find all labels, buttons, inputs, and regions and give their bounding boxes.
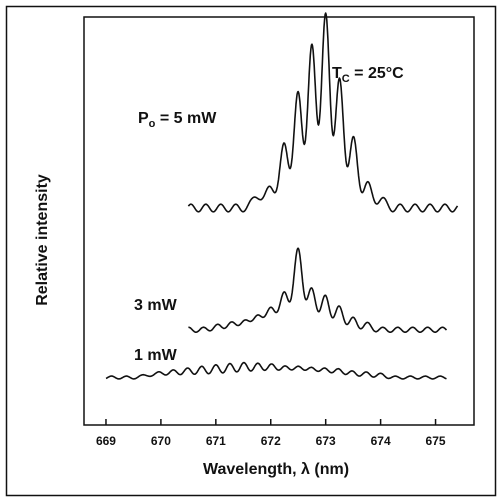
series-label-3mw: 3 mW	[134, 297, 178, 314]
x-tick-label: 672	[261, 434, 281, 448]
series-curve-5mw	[187, 12, 459, 213]
temperature-annotation: TC = 25°C	[332, 65, 404, 85]
series-label-5mw: Po = 5 mW	[138, 110, 217, 130]
y-axis-label: Relative intensity	[34, 174, 51, 306]
x-tick-label: 671	[206, 434, 226, 448]
series-curve-1mw	[105, 361, 447, 380]
plot-area-frame	[83, 16, 475, 426]
series-curve-3mw	[188, 247, 448, 333]
x-axis-label: Wavelength, λ (nm)	[203, 461, 349, 478]
series-label-1mw: 1 mW	[134, 347, 178, 364]
x-axis-ticks: 669 670 671 672 673 674 675	[96, 419, 446, 448]
x-tick-label: 670	[151, 434, 171, 448]
x-tick-label: 675	[426, 434, 446, 448]
outer-frame	[5, 5, 497, 497]
x-tick-label: 669	[96, 434, 116, 448]
x-tick-label: 674	[371, 434, 391, 448]
x-tick-label: 673	[316, 434, 336, 448]
